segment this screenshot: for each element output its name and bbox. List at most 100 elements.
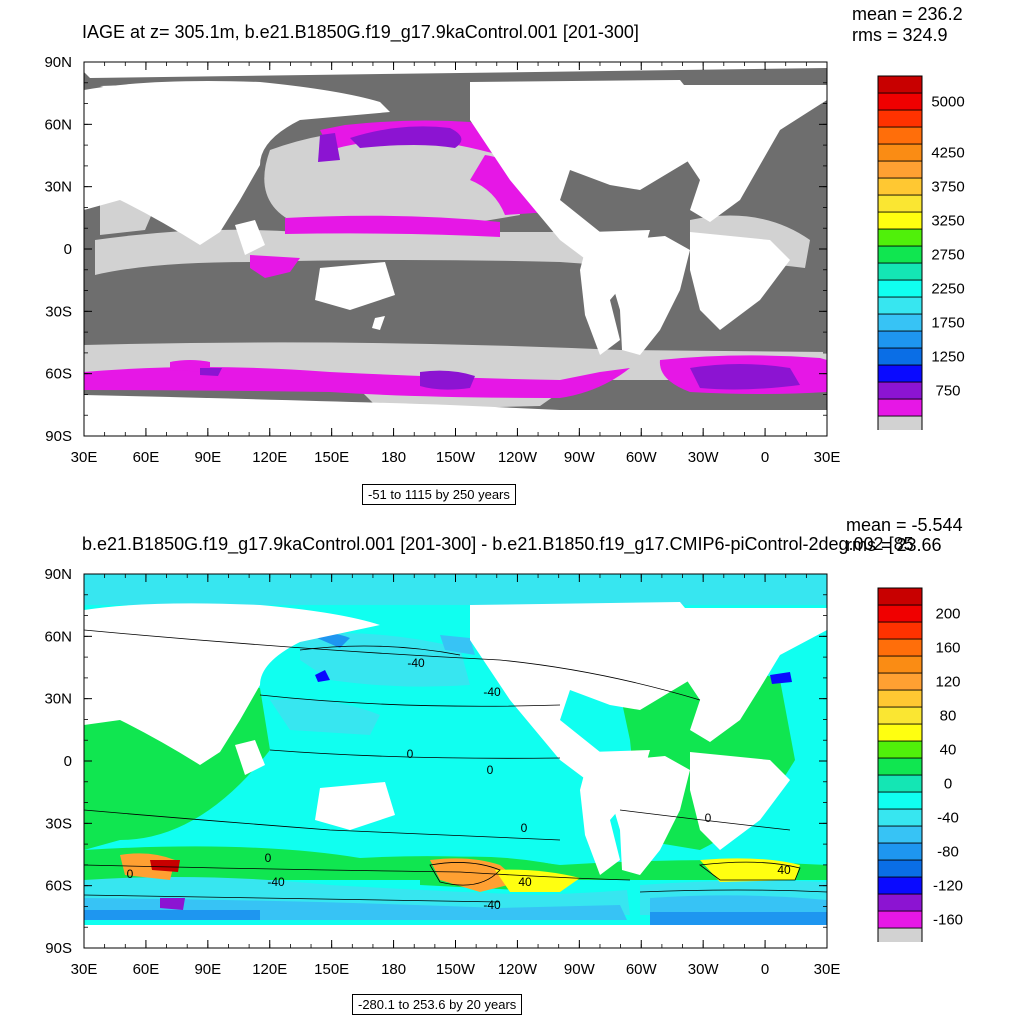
y-tick-label: 0 (64, 753, 72, 770)
x-tick-label: 0 (761, 449, 769, 466)
x-tick-label: 90W (564, 449, 596, 466)
colorbar-swatch (877, 415, 923, 430)
panel2-range-label: -280.1 to 253.6 by 20 years (352, 994, 523, 1015)
colorbar-swatch (877, 398, 923, 417)
colorbar-label: 4250 (931, 145, 964, 162)
panel1-map-plot (84, 62, 827, 436)
x-tick-label: 90W (564, 961, 596, 978)
colorbar-swatch (877, 910, 923, 929)
x-tick-label: 60W (626, 449, 658, 466)
colorbar-swatch (877, 211, 923, 230)
contour-label: -40 (483, 898, 501, 912)
panel1-range-label: -51 to 1115 by 250 years (362, 484, 516, 505)
colorbar-swatch (877, 92, 923, 111)
colorbar-swatch (877, 75, 923, 94)
colorbar-label: -120 (933, 878, 963, 895)
y-tick-label: 30S (45, 815, 72, 832)
colorbar-swatch (877, 160, 923, 179)
colorbar-swatch (877, 109, 923, 128)
panel1-axes: 30E 60E 90E 120E 150E 180 150W 120W 90W 60W 30W 0 30… (44, 54, 840, 466)
colorbar-swatch (877, 757, 923, 776)
colorbar-swatch (877, 672, 923, 691)
x-tick-label: 150E (314, 449, 349, 466)
x-tick-label: 120W (498, 961, 538, 978)
colorbar-swatch (877, 279, 923, 298)
panel1-map: 30E 60E 90E 120E 150E 180 150W 120W 90W 60W 30W 0 30… (44, 54, 840, 466)
panel2-axes: 30E 60E 90E 120E 150E 180 150W 120W 90W 60W 30W 0 30… (44, 566, 840, 978)
panel2-contour-labels: -40 -40 0 0 0 0 0 -40 40 -40 0 40 (127, 656, 791, 912)
colorbar-swatch (877, 381, 923, 400)
panel1-mean: mean = 236.2 (852, 4, 963, 24)
panel1-title: IAGE at z= 305.1m, b.e21.B1850G.f19_g17.… (82, 22, 639, 42)
x-tick-label: 30E (814, 961, 841, 978)
colorbar-frame (877, 587, 923, 942)
colorbar-label: 40 (940, 742, 957, 759)
colorbar-label: 5000 (931, 94, 964, 111)
colorbar-label: 3750 (931, 179, 964, 196)
contour-label: 0 (487, 763, 494, 777)
colorbar-swatch (877, 604, 923, 623)
colorbar-swatch (877, 143, 923, 162)
contour-label: 40 (777, 863, 791, 877)
x-tick-label: 30E (71, 449, 98, 466)
x-tick-label: 30E (71, 961, 98, 978)
colorbar-label: 3250 (931, 213, 964, 230)
colorbar-label: 160 (935, 640, 960, 657)
colorbar-swatch (877, 655, 923, 674)
colorbar-swatch (877, 638, 923, 657)
x-tick-label: 0 (761, 961, 769, 978)
y-tick-label: 60S (45, 366, 72, 383)
colorbar-swatch (877, 689, 923, 708)
x-tick-label: 120E (252, 449, 287, 466)
x-tick-label: 60W (626, 961, 658, 978)
colorbar-label: -160 (933, 912, 963, 929)
colorbar-swatch (877, 791, 923, 810)
panel2-map-plot (83, 574, 828, 948)
panel2-map: 30E 60E 90E 120E 150E 180 150W 120W 90W 60W 30W 0 30… (44, 566, 840, 978)
colorbar-swatch (877, 262, 923, 281)
contour-label: -40 (267, 875, 285, 889)
contour-label: 0 (127, 867, 134, 881)
colorbar-label: 120 (935, 674, 960, 691)
y-tick-label: 90S (45, 428, 72, 445)
colorbar-swatch (877, 774, 923, 793)
x-tick-label: 150W (436, 961, 476, 978)
contour-label: -40 (483, 685, 501, 699)
y-tick-label: 90N (44, 566, 72, 583)
colorbar-swatch (877, 927, 923, 942)
colorbar-swatch (877, 859, 923, 878)
panel2-mean: mean = -5.544 (846, 515, 963, 535)
y-tick-label: 30S (45, 303, 72, 320)
colorbar-swatch (877, 621, 923, 640)
x-tick-label: 120E (252, 961, 287, 978)
x-tick-label: 90E (194, 961, 221, 978)
colorbar-swatch (877, 347, 923, 366)
y-tick-label: 60N (44, 628, 72, 645)
colorbar-swatch (877, 893, 923, 912)
y-tick-label: 90N (44, 54, 72, 71)
colorbar-swatch (877, 808, 923, 827)
colorbar-swatch (877, 723, 923, 742)
colorbar-label: -40 (937, 810, 959, 827)
x-tick-label: 30W (688, 961, 720, 978)
colorbar-swatch (877, 177, 923, 196)
x-tick-label: 180 (381, 961, 406, 978)
colorbar-swatch (877, 825, 923, 844)
panel1-rms: rms = 324.9 (852, 25, 948, 45)
x-tick-label: 120W (498, 449, 538, 466)
colorbar-swatch (877, 194, 923, 213)
y-tick-label: 30N (44, 691, 72, 708)
colorbar-swatch (877, 740, 923, 759)
y-tick-label: 90S (45, 940, 72, 957)
colorbar-label: 2750 (931, 247, 964, 264)
x-tick-label: 90E (194, 449, 221, 466)
colorbar-swatch (877, 364, 923, 383)
x-tick-label: 60E (133, 449, 160, 466)
colorbar-swatch (877, 876, 923, 895)
colorbar-swatch (877, 126, 923, 145)
colorbar-label: 1750 (931, 315, 964, 332)
contour-label: 0 (521, 821, 528, 835)
colorbar-swatch (877, 228, 923, 247)
y-tick-label: 30N (44, 179, 72, 196)
